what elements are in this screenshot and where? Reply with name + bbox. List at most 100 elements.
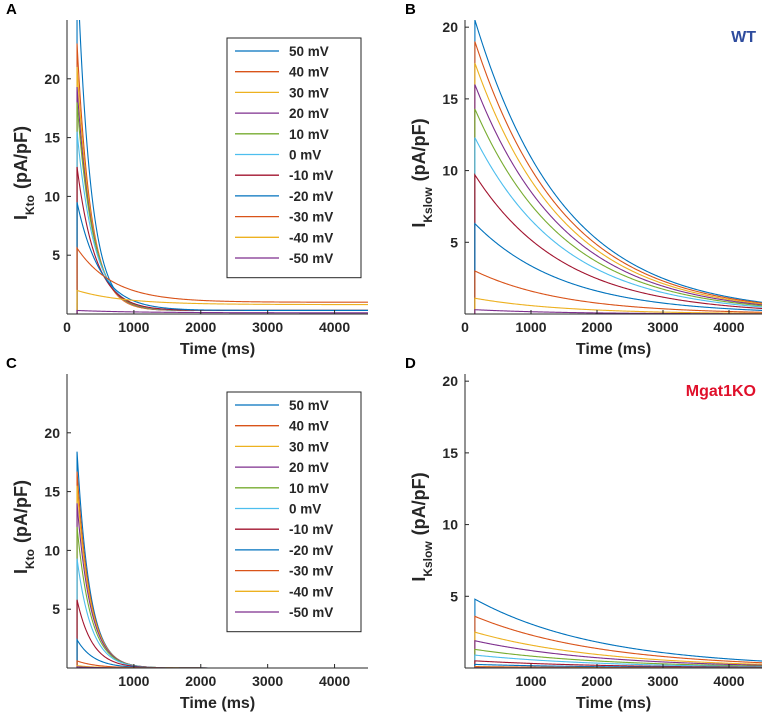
series-line-30mV bbox=[474, 62, 762, 314]
genotype-label: Mgat1KO bbox=[686, 383, 756, 400]
series-line-30mV bbox=[474, 631, 762, 668]
legend-entry: -30 mV bbox=[289, 210, 333, 225]
x-tick-label: 4000 bbox=[713, 319, 744, 335]
legend: 50 mV 40 mV 30 mV 20 mV 10 mV 0 mV -10 mV -20 m… bbox=[226, 37, 362, 279]
legend-entry: -20 mV bbox=[289, 543, 333, 558]
y-tick-label: 20 bbox=[44, 425, 60, 441]
series-line-neg30mV bbox=[474, 270, 762, 314]
y-tick-label: 20 bbox=[442, 19, 458, 35]
y-tick-label: 20 bbox=[442, 373, 458, 389]
series-line-40mV bbox=[474, 615, 762, 668]
legend-entry: -10 mV bbox=[289, 168, 333, 183]
y-tick-label: 10 bbox=[442, 517, 458, 533]
y-tick-label: 15 bbox=[442, 91, 458, 107]
x-axis-title: Time (ms) bbox=[576, 695, 651, 712]
panel-d: D 1000 2000 3000 4000 5 10 15 20 Time (ms) IKslow (… bbox=[405, 355, 762, 712]
y-tick-label: 5 bbox=[52, 247, 60, 263]
x-tick-label: 3000 bbox=[647, 673, 678, 689]
series-line-neg20mV bbox=[76, 637, 368, 668]
legend-entry: 10 mV bbox=[289, 481, 329, 496]
legend-entry: 0 mV bbox=[289, 148, 321, 163]
series-line-neg10mV bbox=[474, 173, 762, 314]
y-axis-title-unit: (pA/pF) bbox=[409, 472, 429, 535]
legend-entry: 40 mV bbox=[289, 419, 329, 434]
legend-entry: 10 mV bbox=[289, 127, 329, 142]
genotype-label: WT bbox=[731, 29, 756, 46]
legend-entry: -50 mV bbox=[289, 605, 333, 620]
legend-entry: 0 mV bbox=[289, 502, 321, 517]
series-line-neg40mV bbox=[474, 297, 762, 314]
series-line-0mV bbox=[474, 137, 762, 314]
x-axis-title: Time (ms) bbox=[180, 695, 255, 712]
legend-entry: 20 mV bbox=[289, 460, 329, 475]
x-tick-label: 1000 bbox=[118, 319, 149, 335]
series-group bbox=[76, 20, 368, 314]
y-tick-label: 5 bbox=[450, 234, 458, 250]
y-tick-label: 5 bbox=[450, 588, 458, 604]
y-axis-title: IKslow (pA/pF) bbox=[409, 472, 435, 581]
y-tick-label: 10 bbox=[44, 542, 60, 558]
y-axis-title-main: I bbox=[11, 569, 31, 574]
x-tick-label: 1000 bbox=[515, 673, 546, 689]
series-line-neg20mV bbox=[474, 222, 762, 314]
x-tick-label: 3000 bbox=[647, 319, 678, 335]
x-tick-label: 1000 bbox=[515, 319, 546, 335]
y-axis-title-unit: (pA/pF) bbox=[11, 480, 31, 543]
y-axis-title-main: I bbox=[409, 223, 429, 228]
y-tick-label: 20 bbox=[44, 71, 60, 87]
series-line-10mV bbox=[474, 108, 762, 314]
legend-entry: 50 mV bbox=[289, 398, 329, 413]
y-tick-label: 15 bbox=[442, 445, 458, 461]
series-line-neg30mV bbox=[76, 246, 368, 314]
series-line-10mV bbox=[474, 648, 762, 668]
y-tick-label: 15 bbox=[44, 130, 60, 146]
series-line-50mV bbox=[474, 20, 762, 314]
legend-entry: 30 mV bbox=[289, 439, 329, 454]
y-axis-title-unit: (pA/pF) bbox=[11, 126, 31, 189]
x-tick-label: 0 bbox=[63, 319, 71, 335]
x-tick-label: 4000 bbox=[319, 319, 350, 335]
x-tick-label: 2000 bbox=[185, 673, 216, 689]
legend-entry: -10 mV bbox=[289, 522, 333, 537]
x-tick-label: 4000 bbox=[713, 673, 744, 689]
legend-entry: 40 mV bbox=[289, 65, 329, 80]
legend-entry: -30 mV bbox=[289, 564, 333, 579]
y-axis-title-sub: Kslow bbox=[421, 541, 435, 577]
series-line-neg40mV bbox=[76, 289, 368, 314]
panel-label: D bbox=[405, 355, 416, 372]
panel-label: C bbox=[6, 355, 17, 372]
panel-c: C 1000 2000 3000 4000 5 10 15 20 Time (ms) IKto (pA… bbox=[6, 355, 368, 712]
series-line-0mV bbox=[474, 654, 762, 668]
y-axis-title-main: I bbox=[11, 215, 31, 220]
panel-label: A bbox=[6, 1, 17, 18]
series-line-neg50mV bbox=[76, 309, 368, 314]
x-tick-label: 2000 bbox=[185, 319, 216, 335]
y-axis-title: IKslow (pA/pF) bbox=[409, 118, 435, 227]
legend-entry: -50 mV bbox=[289, 251, 333, 266]
y-tick-label: 10 bbox=[442, 163, 458, 179]
y-tick-label: 10 bbox=[44, 188, 60, 204]
series-group bbox=[474, 598, 762, 668]
panel-a: A 0 1000 2000 3000 4000 5 10 15 20 Time (ms) IKto (p… bbox=[6, 1, 368, 358]
y-tick-label: 15 bbox=[44, 484, 60, 500]
legend-entry: 20 mV bbox=[289, 106, 329, 121]
x-tick-label: 1000 bbox=[118, 673, 149, 689]
x-tick-label: 4000 bbox=[319, 673, 350, 689]
x-tick-label: 3000 bbox=[252, 319, 283, 335]
series-line-20mV bbox=[474, 640, 762, 668]
legend: 50 mV 40 mV 30 mV 20 mV 10 mV 0 mV -10 mV -20 m… bbox=[226, 391, 362, 633]
y-axis-title-sub: Kto bbox=[23, 195, 37, 215]
x-tick-label: 2000 bbox=[581, 319, 612, 335]
x-tick-label: 0 bbox=[461, 319, 469, 335]
legend-entry: 30 mV bbox=[289, 85, 329, 100]
panel-label: B bbox=[405, 1, 416, 18]
y-axis-title: IKto (pA/pF) bbox=[11, 126, 37, 220]
x-tick-label: 3000 bbox=[252, 673, 283, 689]
y-axis-title-main: I bbox=[409, 577, 429, 582]
series-line-20mV bbox=[474, 84, 762, 314]
legend-entry: -20 mV bbox=[289, 189, 333, 204]
x-axis-title: Time (ms) bbox=[180, 341, 255, 358]
y-axis-title: IKto (pA/pF) bbox=[11, 480, 37, 574]
x-tick-label: 2000 bbox=[581, 673, 612, 689]
series-group bbox=[474, 20, 762, 314]
